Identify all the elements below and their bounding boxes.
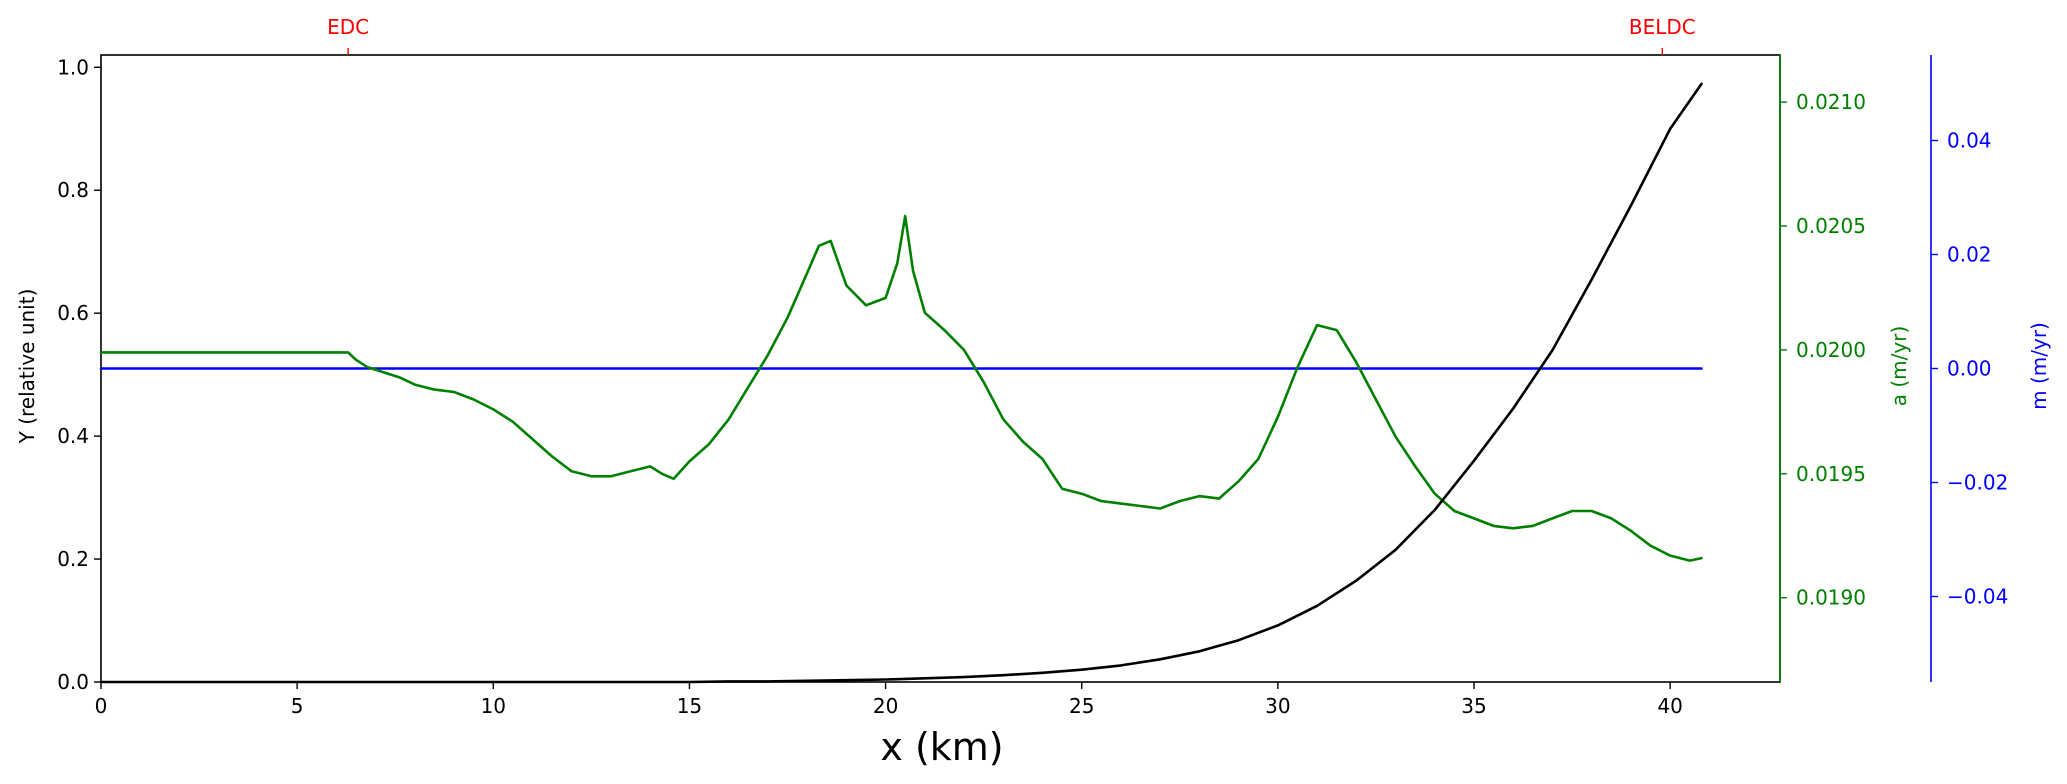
m-tick-label: 0.02 <box>1947 243 1992 267</box>
y-tick-label: 0.0 <box>57 670 89 694</box>
marker-label: BELDC <box>1629 15 1696 39</box>
x-tick-label: 30 <box>1265 694 1290 718</box>
x-tick-label: 25 <box>1069 694 1094 718</box>
x-axis-title: x (km) <box>880 725 1003 769</box>
a-tick-label: 0.0190 <box>1796 586 1866 610</box>
a-tick-label: 0.0200 <box>1796 338 1866 362</box>
x-tick-label: 35 <box>1461 694 1486 718</box>
y-tick-label: 1.0 <box>57 55 89 79</box>
x-tick-label: 0 <box>95 694 108 718</box>
a-tick-label: 0.0195 <box>1796 462 1866 486</box>
marker-label: EDC <box>327 15 369 39</box>
a-tick-label: 0.0210 <box>1796 90 1866 114</box>
a-axis-title: a (m/yr) <box>1887 326 1911 407</box>
m-axis-title: m (m/yr) <box>2027 322 2051 410</box>
x-tick-label: 40 <box>1657 694 1682 718</box>
x-tick-label: 5 <box>291 694 304 718</box>
y-tick-label: 0.2 <box>57 547 89 571</box>
m-tick-label: 0.00 <box>1947 357 1992 381</box>
a-curve <box>99 214 1703 562</box>
a-tick-label: 0.0205 <box>1796 214 1866 238</box>
x-tick-label: 10 <box>481 694 506 718</box>
y-tick-label: 0.6 <box>57 301 89 325</box>
m-tick-label: 0.04 <box>1947 129 1992 153</box>
y-tick-label: 0.8 <box>57 178 89 202</box>
y-axis-title: Y (relative unit) <box>15 289 39 445</box>
y-curve <box>99 82 1703 684</box>
x-tick-label: 15 <box>677 694 702 718</box>
labels-layer: x (km) Y (relative unit) a (m/yr) m (m/y… <box>15 15 2051 769</box>
x-tick-label: 20 <box>873 694 898 718</box>
m-tick-label: −0.04 <box>1947 585 2008 609</box>
y-tick-label: 0.4 <box>57 424 89 448</box>
series-layer <box>99 82 1703 684</box>
m-tick-label: −0.02 <box>1947 471 2008 495</box>
